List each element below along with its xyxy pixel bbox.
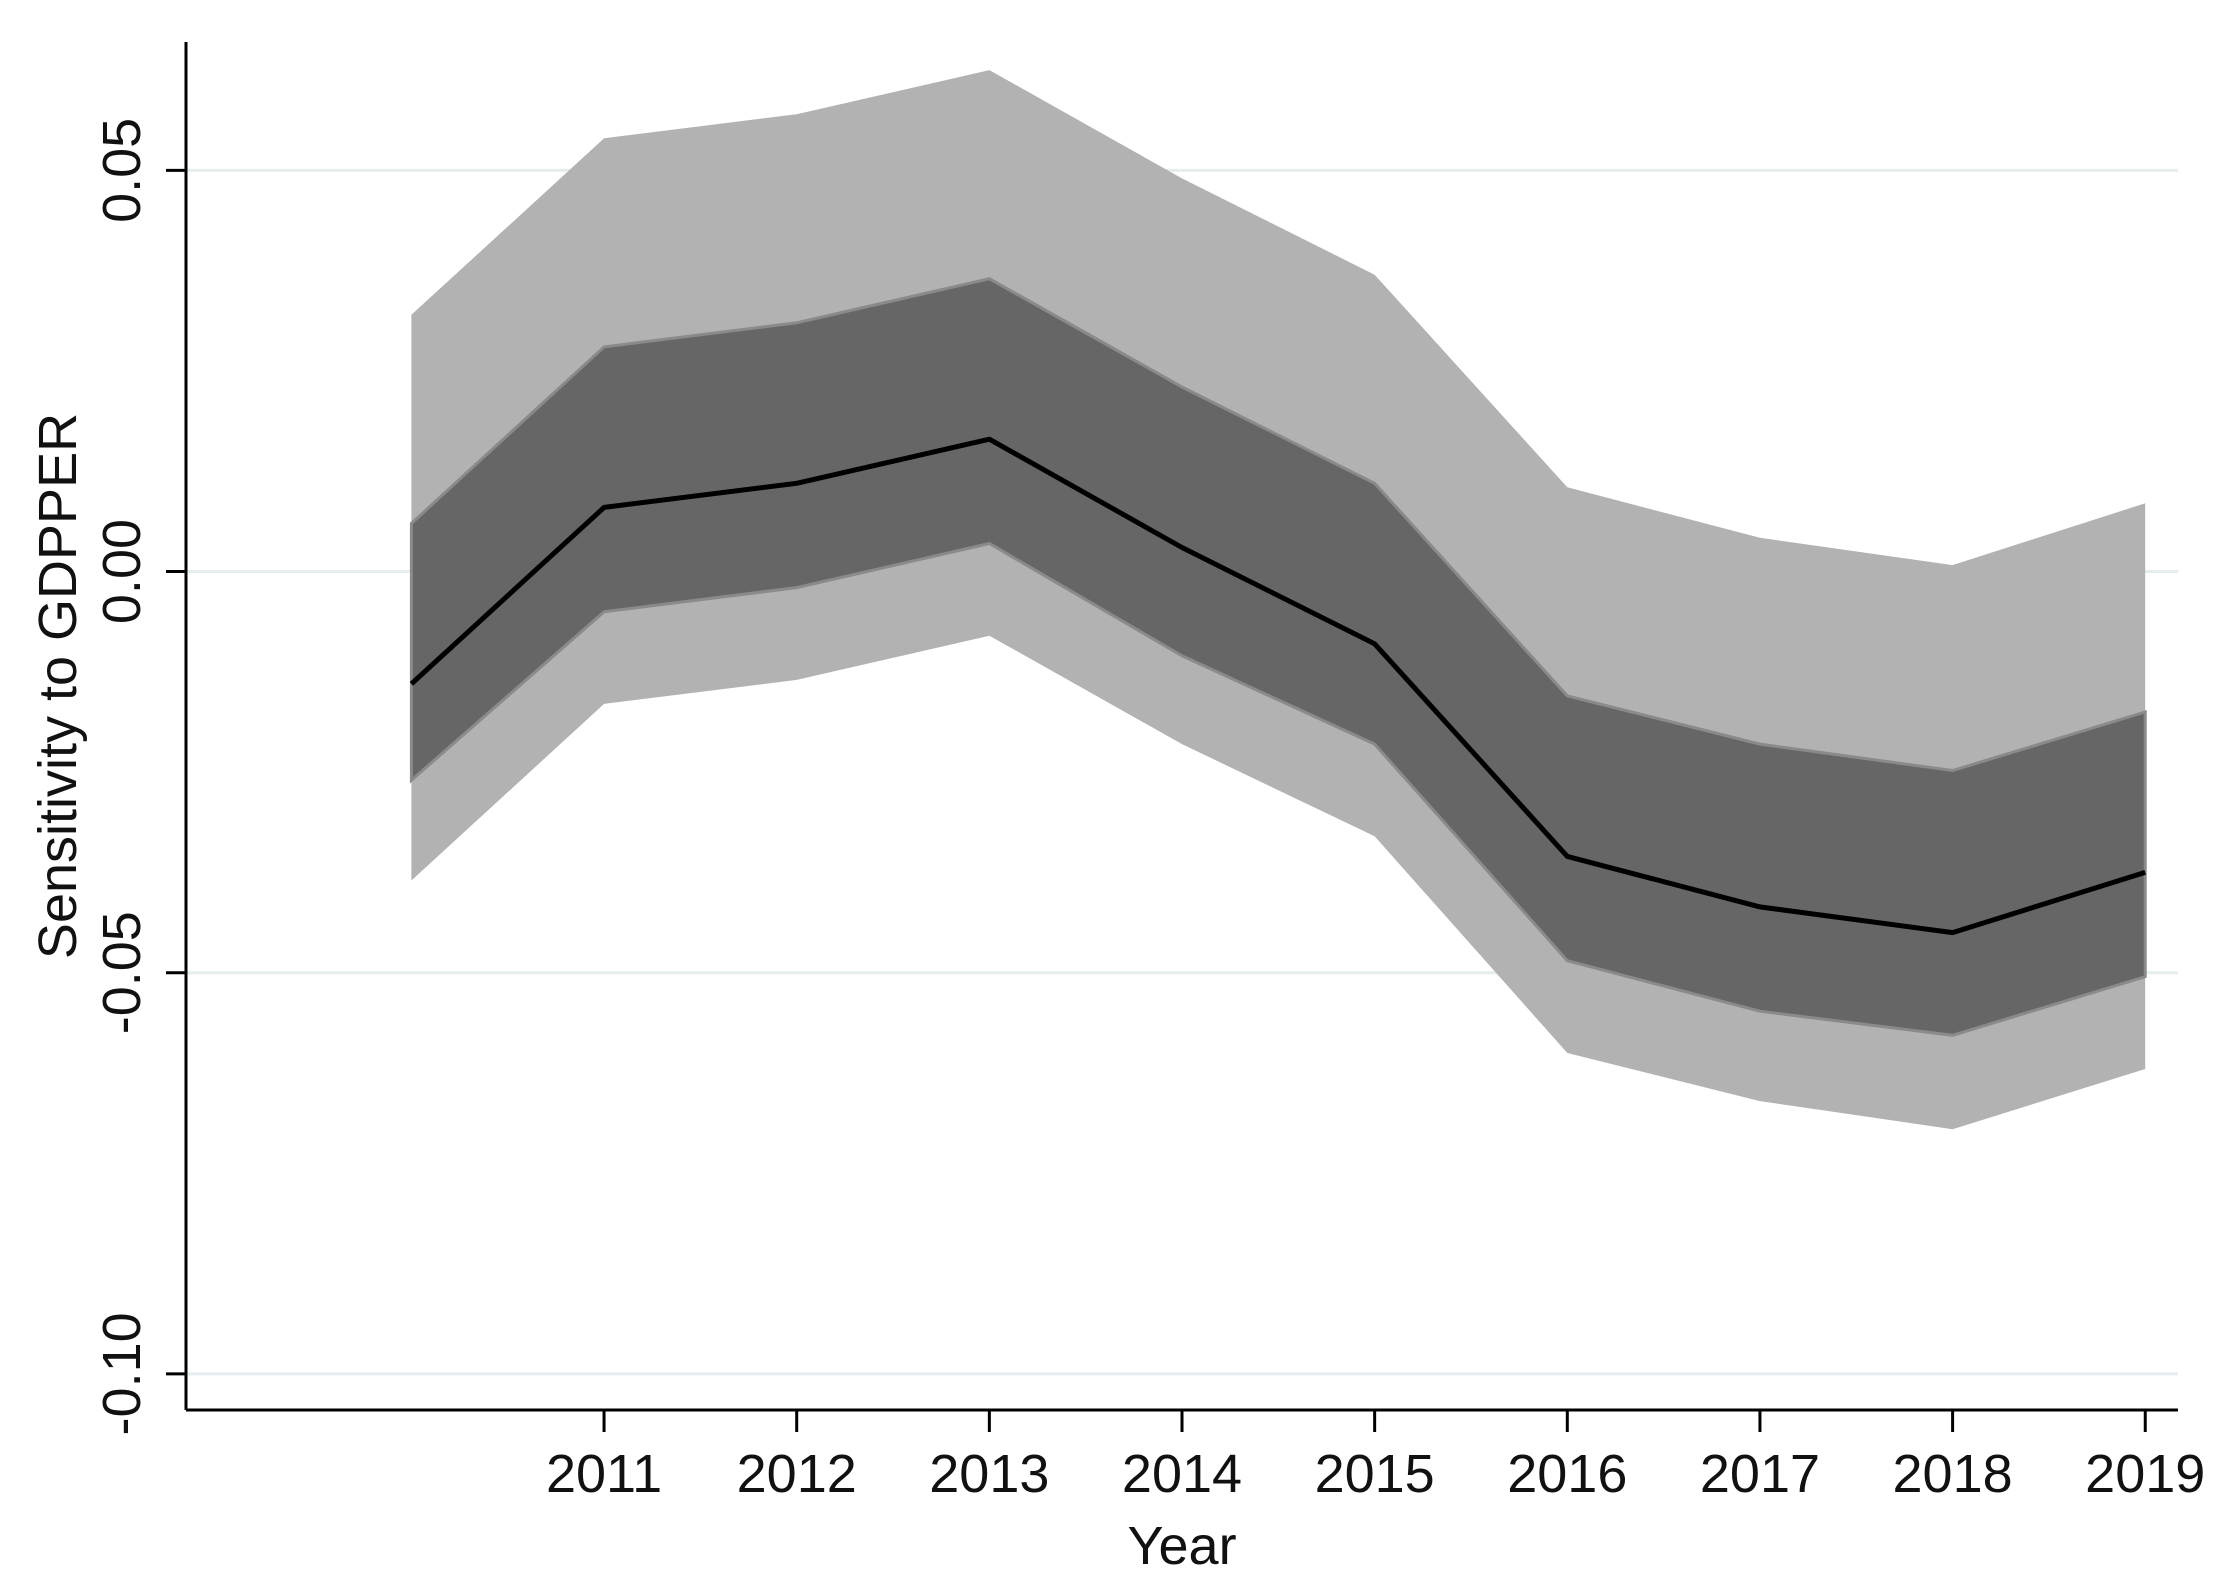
confidence-bands bbox=[409, 70, 2147, 1130]
x-tick-label: 2015 bbox=[1315, 1444, 1435, 1504]
x-tick-label: 2013 bbox=[929, 1444, 1049, 1504]
x-tick-label: 2011 bbox=[546, 1444, 662, 1504]
y-tick-label: -0.05 bbox=[92, 911, 152, 1034]
x-tick-label: 2012 bbox=[737, 1444, 857, 1504]
x-tick-label: 2017 bbox=[1700, 1444, 1820, 1504]
y-axis-label: Sensitivity to GDPPER bbox=[28, 413, 88, 959]
x-tick-label: 2014 bbox=[1122, 1444, 1242, 1504]
estimate-series bbox=[409, 436, 2146, 936]
x-axis-ticks: 2011 2012 2013 2014 2015 2016 2017 2018 2019 bbox=[546, 1410, 2205, 1504]
x-tick-label: 2018 bbox=[1893, 1444, 2013, 1504]
y-tick-label: 0.05 bbox=[92, 118, 152, 223]
x-tick-label: 2016 bbox=[1507, 1444, 1627, 1504]
x-axis-label: Year bbox=[1127, 1516, 1236, 1576]
estimate-line bbox=[409, 436, 2146, 936]
y-tick-label: 0.00 bbox=[92, 519, 152, 624]
x-tick-label: 2019 bbox=[2085, 1444, 2205, 1504]
y-tick-label: -0.10 bbox=[92, 1312, 152, 1435]
inner-confidence-band bbox=[409, 277, 2147, 1037]
y-axis-ticks: 0.05 0.00 -0.05 -0.10 bbox=[92, 118, 186, 1435]
